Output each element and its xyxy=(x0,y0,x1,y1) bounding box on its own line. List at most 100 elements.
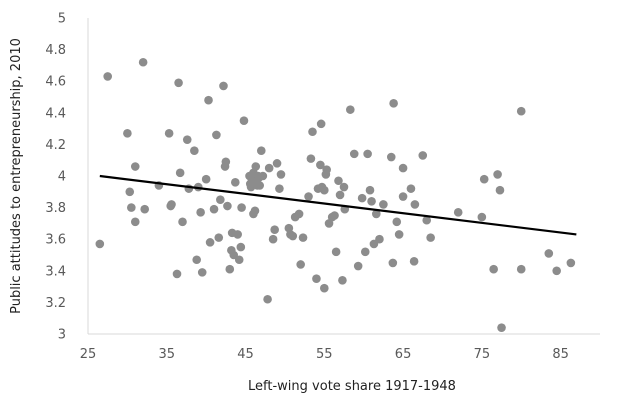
data-point xyxy=(201,174,211,184)
data-point xyxy=(306,154,316,163)
data-point xyxy=(330,211,339,220)
data-point xyxy=(138,57,148,67)
data-point xyxy=(212,130,221,140)
data-point xyxy=(409,257,419,266)
data-point xyxy=(422,215,432,225)
data-point xyxy=(164,129,174,138)
data-point xyxy=(398,192,408,201)
data-point xyxy=(197,268,207,277)
y-tick-label: 5 xyxy=(58,12,66,27)
data-point xyxy=(270,225,279,235)
y-tick-label: 3 xyxy=(58,328,66,343)
data-point xyxy=(363,149,372,159)
data-point xyxy=(216,195,225,204)
data-point xyxy=(125,187,135,197)
data-point xyxy=(552,266,561,276)
data-point xyxy=(418,151,428,160)
data-point xyxy=(263,294,272,304)
y-tick-label: 3.6 xyxy=(45,233,66,248)
y-tick-label: 3.4 xyxy=(45,264,66,279)
x-tick-label: 65 xyxy=(395,347,412,362)
data-point xyxy=(335,190,345,200)
data-point xyxy=(296,260,305,269)
x-tick-label: 75 xyxy=(474,347,491,362)
data-point xyxy=(256,146,266,156)
data-point xyxy=(479,174,489,184)
data-point xyxy=(214,233,224,242)
data-point xyxy=(320,283,329,293)
tick-labels: 3 3.2 3.4 3.6 3.8 4 4.2 4.4 4.6 4.8 5 25 35 45 55 65 75 8… xyxy=(45,12,569,363)
data-point xyxy=(251,162,261,171)
data-point xyxy=(334,176,343,186)
data-point xyxy=(367,196,376,206)
data-point xyxy=(175,168,185,178)
data-point xyxy=(237,203,246,212)
data-point xyxy=(410,200,420,209)
data-point xyxy=(375,234,384,244)
data-point xyxy=(339,182,349,192)
data-point xyxy=(346,105,355,114)
data-point xyxy=(489,264,498,274)
data-point xyxy=(95,239,105,249)
data-point xyxy=(275,184,284,193)
data-point xyxy=(182,135,192,144)
data-point xyxy=(219,81,228,91)
x-tick-label: 85 xyxy=(552,347,569,362)
data-point xyxy=(239,116,249,125)
x-tick-label: 35 xyxy=(158,347,175,362)
data-point xyxy=(276,170,286,179)
data-point xyxy=(312,274,321,284)
data-point xyxy=(389,99,398,108)
data-point xyxy=(308,127,317,137)
data-point xyxy=(398,163,408,173)
data-point xyxy=(236,242,246,252)
x-tick-label: 25 xyxy=(80,347,97,362)
data-point xyxy=(234,255,244,265)
data-point xyxy=(544,249,554,258)
data-point xyxy=(250,206,260,216)
x-tick-label: 45 xyxy=(237,347,254,362)
data-point xyxy=(353,261,363,271)
data-point xyxy=(349,149,359,159)
data-point xyxy=(130,217,140,227)
data-point xyxy=(209,204,219,214)
data-point xyxy=(167,200,176,209)
data-point xyxy=(223,201,232,211)
trendline-layer xyxy=(99,174,577,236)
data-point xyxy=(371,209,381,219)
data-point xyxy=(258,171,268,181)
data-point xyxy=(406,184,416,193)
data-point xyxy=(123,129,132,138)
data-point xyxy=(196,208,205,217)
data-point xyxy=(320,185,329,195)
data-point xyxy=(298,233,308,242)
data-point xyxy=(516,106,526,116)
x-axis-title: Left-wing vote share 1917-1948 xyxy=(248,379,456,394)
data-point xyxy=(388,258,398,268)
data-point xyxy=(272,159,282,168)
data-point xyxy=(178,217,187,227)
data-point xyxy=(190,146,199,156)
data-point xyxy=(497,323,506,332)
y-tick-label: 4 xyxy=(58,170,66,185)
data-point xyxy=(338,275,347,285)
y-axis-title: Public attitudes to entrepreneurship, 20… xyxy=(9,38,24,314)
data-point xyxy=(357,193,367,203)
data-point xyxy=(495,185,505,195)
data-point xyxy=(225,264,235,274)
data-point xyxy=(221,157,231,167)
data-point xyxy=(294,209,304,219)
data-point xyxy=(103,72,112,81)
data-point xyxy=(233,230,242,239)
data-point xyxy=(174,78,183,88)
data-points xyxy=(95,57,576,332)
data-point xyxy=(172,269,182,279)
y-tick-label: 4.2 xyxy=(45,138,66,153)
data-point xyxy=(426,233,435,242)
y-tick-label: 3.8 xyxy=(45,201,66,216)
data-point xyxy=(130,162,140,171)
data-point xyxy=(230,178,240,187)
data-point xyxy=(127,203,136,212)
